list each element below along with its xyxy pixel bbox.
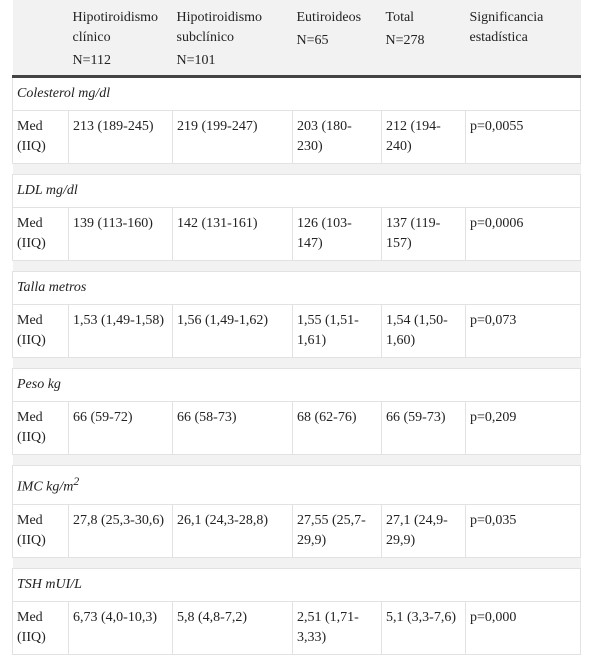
section-row: IMC kg/m2: [12, 465, 581, 505]
section-title: LDL mg/dl: [17, 183, 78, 198]
spacer-row: [12, 260, 581, 272]
data-cell: 1,54 (1,50-1,60): [381, 304, 466, 358]
header-cell: Eutiroideos N=65: [292, 0, 382, 78]
row-label: Med (IIQ): [12, 600, 69, 655]
header-cell: Hipotiroidismo subclínico N=101: [172, 0, 293, 78]
section-row: Colesterol mg/dl: [12, 76, 581, 111]
data-cell: p=0,035: [465, 503, 581, 558]
section-title-cell: Colesterol mg/dl: [12, 76, 581, 111]
spacer-row: [12, 357, 581, 369]
section-row: TSH mUI/L: [12, 567, 581, 602]
section-title: IMC kg/m: [17, 479, 74, 495]
data-row: Med (IIQ) 1,53 (1,49-1,58) 1,56 (1,49-1,62…: [12, 304, 581, 358]
spacer-cell: [12, 163, 581, 175]
data-cell: 26,1 (24,3-28,8): [172, 503, 293, 558]
spacer-row: [12, 556, 581, 569]
data-cell: p=0,073: [465, 304, 581, 358]
header-cell: Hipotiroidismo clínico N=112: [68, 0, 173, 78]
section-row: Peso kg: [12, 368, 581, 402]
section-title-sup: 2: [73, 475, 80, 488]
spacer-cell: [12, 556, 581, 569]
header-name: Total: [385, 10, 415, 25]
section-title: TSH mUI/L: [17, 576, 82, 592]
section-title: Peso kg: [17, 377, 61, 392]
table-header: Hipotiroidismo clínico N=112 Hipotiroidism…: [12, 0, 581, 78]
data-cell: p=0,0055: [465, 110, 581, 164]
data-cell: 203 (180-230): [292, 110, 382, 164]
page: Hipotiroidismo clínico N=112 Hipotiroidism…: [12, 0, 581, 655]
data-cell: 66 (58-73): [172, 401, 293, 455]
row-label: Med (IIQ): [12, 304, 69, 358]
data-cell: 68 (62-76): [292, 401, 382, 455]
data-cell: 66 (59-73): [381, 401, 466, 455]
spacer-cell: [12, 357, 581, 369]
row-label: Med (IIQ): [12, 401, 69, 455]
header-name: Hipotiroidismo subclínico: [176, 10, 263, 45]
data-cell: 27,1 (24,9-29,9): [381, 503, 466, 558]
data-cell: 126 (103-147): [292, 207, 382, 261]
spacer-cell: [12, 260, 581, 272]
spacer-cell: [12, 454, 581, 466]
header-cell: [12, 0, 69, 78]
row-label: Med (IIQ): [12, 503, 69, 558]
data-row: Med (IIQ) 139 (113-160) 142 (131-161) 126 (…: [12, 207, 581, 261]
section-title-cell: Talla metros: [12, 271, 581, 305]
data-cell: 66 (59-72): [68, 401, 173, 455]
data-cell: 5,8 (4,8-7,2): [172, 600, 293, 655]
section-title-cell: Peso kg: [12, 368, 581, 402]
data-row: Med (IIQ) 6,73 (4,0-10,3) 5,8 (4,8-7,2) 2,5…: [12, 600, 581, 655]
data-cell: p=0,0006: [465, 207, 581, 261]
data-row: Med (IIQ) 213 (189-245) 219 (199-247) 203 (…: [12, 110, 581, 164]
data-cell: 1,53 (1,49-1,58): [68, 304, 173, 358]
data-cell: 213 (189-245): [68, 110, 173, 164]
data-row: Med (IIQ) 66 (59-72) 66 (58-73) 68 (62-76) 6…: [12, 401, 581, 455]
data-table: Hipotiroidismo clínico N=112 Hipotiroidism…: [12, 0, 581, 655]
header-name: Eutiroideos: [296, 10, 362, 25]
data-cell: 1,56 (1,49-1,62): [172, 304, 293, 358]
data-cell: 27,8 (25,3-30,6): [68, 503, 173, 558]
spacer-row: [12, 163, 581, 175]
data-cell: 219 (199-247): [172, 110, 293, 164]
section-row: Talla metros: [12, 271, 581, 305]
data-row: Med (IIQ) 27,8 (25,3-30,6) 26,1 (24,3-28,8…: [12, 503, 581, 558]
spacer-row: [12, 454, 581, 466]
header-name: Significancia estadística: [469, 10, 544, 45]
data-cell: 5,1 (3,3-7,6): [381, 600, 466, 655]
section-title-cell: IMC kg/m2: [12, 465, 581, 505]
section-title-cell: LDL mg/dl: [12, 174, 581, 208]
header-n: N=112: [72, 53, 112, 68]
header-row: Hipotiroidismo clínico N=112 Hipotiroidism…: [12, 0, 581, 78]
row-label: Med (IIQ): [12, 110, 69, 164]
section-title-cell: TSH mUI/L: [12, 567, 581, 602]
data-cell: 212 (194-240): [381, 110, 466, 164]
section-row: LDL mg/dl: [12, 174, 581, 208]
header-cell: Significancia estadística: [465, 0, 581, 78]
data-cell: 6,73 (4,0-10,3): [68, 600, 173, 655]
data-cell: 1,55 (1,51-1,61): [292, 304, 382, 358]
data-cell: 139 (113-160): [68, 207, 173, 261]
data-cell: p=0,209: [465, 401, 581, 455]
header-name: Hipotiroidismo clínico: [72, 10, 159, 45]
data-cell: p=0,000: [465, 600, 581, 655]
table-body: Colesterol mg/dl Med (IIQ) 213 (189-245) 21…: [12, 76, 581, 655]
header-n: N=65: [296, 33, 329, 48]
data-cell: 2,51 (1,71-3,33): [292, 600, 382, 655]
section-title: Colesterol mg/dl: [17, 86, 111, 101]
header-n: N=101: [176, 53, 216, 68]
data-cell: 27,55 (25,7-29,9): [292, 503, 382, 558]
data-cell: 137 (119-157): [381, 207, 466, 261]
data-cell: 142 (131-161): [172, 207, 293, 261]
row-label: Med (IIQ): [12, 207, 69, 261]
section-title: Talla metros: [17, 280, 87, 295]
header-n: N=278: [385, 33, 425, 48]
header-cell: Total N=278: [381, 0, 466, 78]
